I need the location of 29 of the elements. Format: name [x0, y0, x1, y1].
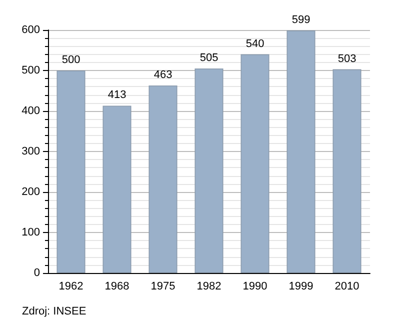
data-label: 503	[338, 52, 356, 65]
text: Zdroj: INSEE	[22, 306, 86, 318]
data-label: 540	[246, 38, 264, 50]
x-tick-label: 1982	[196, 280, 222, 292]
y-tick-label: 0	[34, 267, 40, 279]
data-label: 463	[154, 68, 172, 81]
x-tick-label: 1990	[242, 280, 268, 292]
x-tick-label: 1975	[150, 280, 176, 292]
x-tick-label: 2010	[334, 280, 360, 292]
bar	[286, 30, 316, 273]
y-tick-label: 100	[22, 226, 40, 238]
y-tick-label: 200	[22, 186, 40, 198]
data-label: 505	[200, 52, 218, 64]
x-tick-label: 1999	[288, 280, 314, 292]
y-tick-label: 300	[22, 146, 40, 158]
bar	[194, 68, 224, 273]
x-tick-label: 1968	[104, 280, 130, 292]
data-label: 500	[62, 54, 80, 66]
y-tick-label: 600	[22, 24, 40, 36]
y-tick-label: 400	[22, 105, 40, 117]
bar	[102, 106, 132, 273]
data-label: 599	[292, 14, 310, 26]
y-tick-label: 500	[22, 64, 40, 76]
data-label: 413	[108, 89, 126, 102]
x-tick-label: 1962	[58, 280, 84, 292]
bar	[332, 69, 362, 273]
bar	[148, 85, 178, 273]
bar	[56, 70, 86, 273]
bar	[240, 54, 270, 273]
